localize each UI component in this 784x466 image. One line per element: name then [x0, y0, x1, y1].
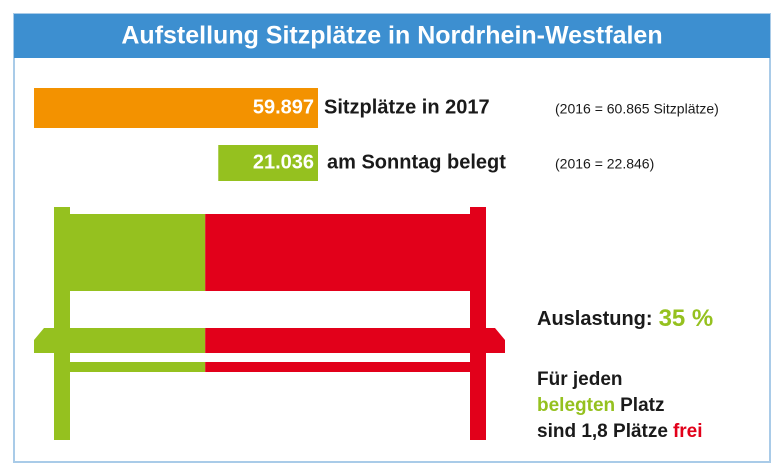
utilization-value: 35 %: [659, 305, 714, 332]
summary-part: Platz: [620, 395, 664, 416]
bar-label: Sitzplätze in 2017: [324, 96, 490, 118]
utilization: Auslastung: 35 %: [537, 305, 713, 332]
infographic: Aufstellung Sitzplätze in Nordrhein-West…: [0, 0, 784, 466]
bench-rail: [54, 362, 205, 372]
bench-used: [54, 214, 205, 291]
summary-line: Für jeden: [537, 369, 623, 390]
bench-free: [205, 214, 486, 291]
summary-part: frei: [673, 421, 703, 442]
bar-label: am Sonntag belegt: [327, 151, 506, 173]
bench-rail: [205, 362, 486, 372]
summary-part: sind 1,8 Plätze: [537, 421, 668, 442]
bench-seat: [34, 328, 205, 353]
summary-part: belegten: [537, 395, 615, 416]
bar-value: 59.897: [253, 96, 314, 118]
bench-gap: [70, 353, 470, 362]
title: Aufstellung Sitzplätze in Nordrhein-West…: [121, 22, 662, 50]
bar-note: (2016 = 60.865 Sitzplätze): [555, 101, 719, 117]
bench-post: [54, 207, 70, 440]
bar-note: (2016 = 22.846): [555, 156, 654, 172]
bench-post: [470, 207, 486, 440]
bench-seat: [205, 328, 505, 353]
summary-part: Für jeden: [537, 369, 623, 390]
bar-value: 21.036: [253, 151, 314, 173]
utilization-label: Auslastung:: [537, 308, 653, 330]
bench-gap: [70, 291, 470, 328]
